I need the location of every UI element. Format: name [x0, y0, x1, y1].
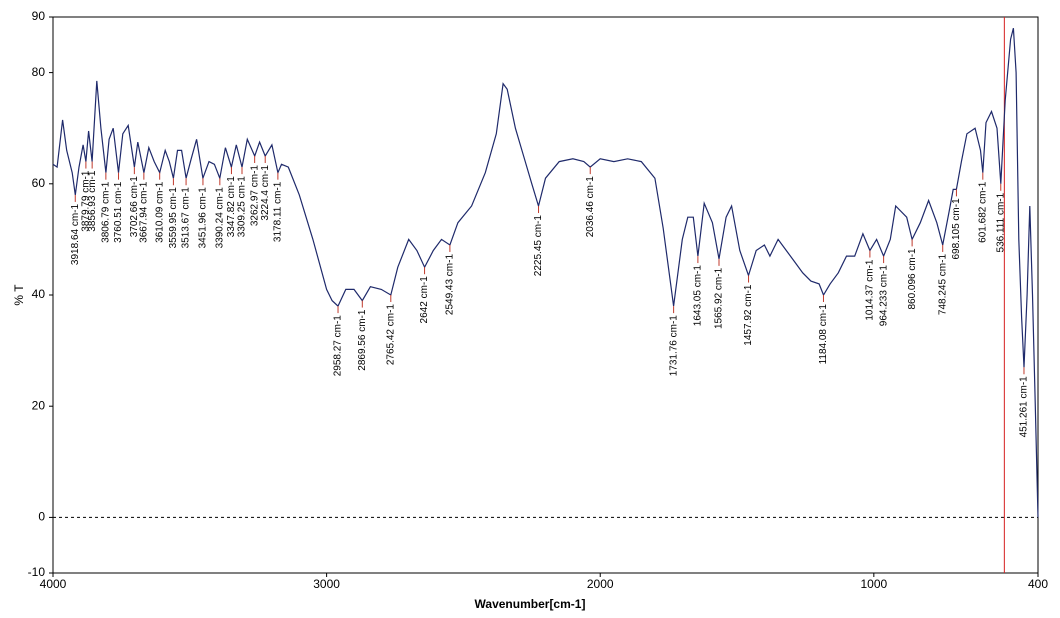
y-axis-label: % T [12, 284, 26, 306]
peak-label: 2642 cm-1 [419, 276, 430, 324]
peak-label: 698.105 cm-1 [951, 198, 962, 260]
plot-frame [52, 16, 1039, 574]
peak-label: 3262.97 cm-1 [249, 165, 260, 227]
peak-label: 1014.37 cm-1 [865, 259, 876, 321]
peak-label: 3513.67 cm-1 [181, 187, 192, 249]
peak-label: 1184.08 cm-1 [818, 304, 829, 365]
x-tick-label: 2000 [587, 577, 614, 591]
spectrum-line [52, 27, 1039, 518]
x-tick-label: 3000 [313, 577, 340, 591]
peak-label: 3559.95 cm-1 [168, 187, 179, 249]
peak-label: 3879.79 cm-1 [81, 170, 92, 232]
y-tick-label: 20 [32, 398, 46, 412]
x-tick-label: 1000 [860, 577, 887, 591]
peak-label: 3451.96 cm-1 [198, 187, 209, 249]
peak-label: 3224.4 cm-1 [260, 165, 271, 221]
peak-label: 2869.56 cm-1 [357, 309, 368, 371]
peak-label: 860.096 cm-1 [907, 248, 918, 310]
y-tick-label: 60 [32, 176, 46, 190]
peak-label: 3806.79 cm-1 [101, 181, 112, 243]
peak-label: 536.111 cm-1 [995, 192, 1006, 252]
y-tick-label: 80 [32, 65, 46, 79]
peak-label: 2225.45 cm-1 [533, 215, 544, 277]
peak-label: 451.261 cm-1 [1019, 376, 1030, 438]
peak-label: 748.245 cm-1 [937, 254, 948, 316]
peak-label: 3347.82 cm-1 [226, 176, 237, 238]
peak-label: 3667.94 cm-1 [138, 181, 149, 243]
peak-label: 3760.51 cm-1 [113, 181, 124, 243]
x-axis-label: Wavenumber[cm-1] [475, 597, 586, 611]
x-tick-label: 400 [1028, 577, 1048, 591]
peak-label: 3309.25 cm-1 [237, 176, 248, 238]
peak-label: 1457.92 cm-1 [743, 284, 754, 346]
peak-label: 3918.64 cm-1 [70, 203, 81, 265]
peak-label: 2036.46 cm-1 [585, 176, 596, 238]
peak-label: 2958.27 cm-1 [333, 315, 344, 377]
y-tick-label: 40 [32, 287, 46, 301]
peak-label: 3610.09 cm-1 [154, 181, 165, 243]
peak-label: 2765.42 cm-1 [385, 304, 396, 366]
peak-label: 1565.92 cm-1 [714, 267, 725, 329]
peak-label: 3702.66 cm-1 [129, 176, 140, 238]
y-tick-label: 0 [38, 510, 45, 524]
x-tick-label: 4000 [40, 577, 67, 591]
peak-label: 3856.93 cm-1 [87, 170, 98, 232]
peak-label: 3178.11 cm-1 [273, 181, 284, 242]
peak-label: 3390.24 cm-1 [214, 187, 225, 249]
peak-label: 1643.05 cm-1 [693, 265, 704, 327]
y-tick-label: -10 [28, 565, 46, 579]
peak-label: 2549.43 cm-1 [445, 254, 456, 316]
peak-label: 1731.76 cm-1 [668, 315, 679, 377]
peak-label: 601.682 cm-1 [977, 181, 988, 243]
y-tick-label: 90 [32, 9, 46, 23]
peak-label: 964.233 cm-1 [878, 265, 889, 327]
